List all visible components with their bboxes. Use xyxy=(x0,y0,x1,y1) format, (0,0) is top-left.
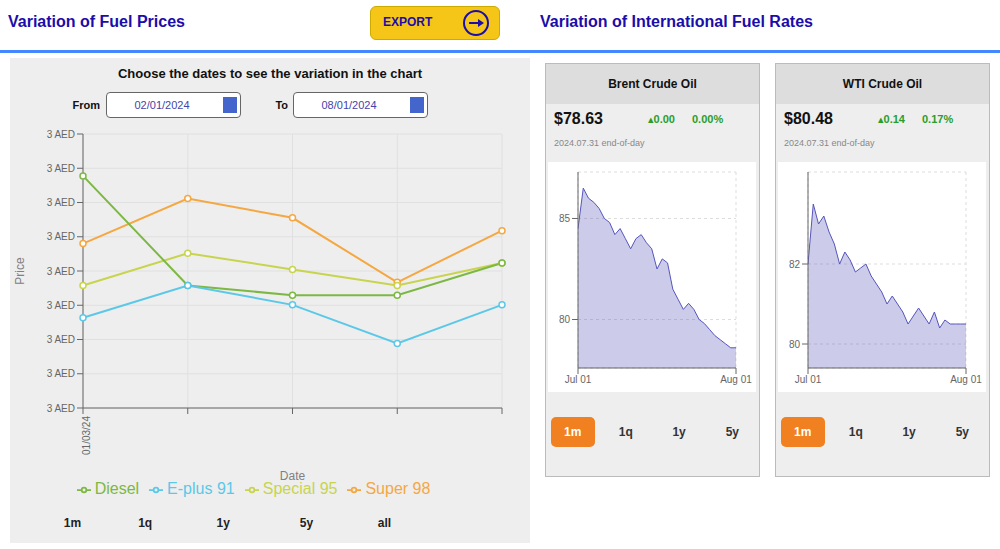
svg-text:3 AED: 3 AED xyxy=(47,368,75,379)
svg-text:3 AED: 3 AED xyxy=(47,231,75,242)
html-text:▴0.00: ▴0.00 xyxy=(648,113,675,125)
html-text:02/01/2024: 02/01/2024 xyxy=(134,99,190,111)
svg-text:3 AED: 3 AED xyxy=(47,129,75,140)
svg-text:3 AED: 3 AED xyxy=(47,266,75,277)
svg-text:Price: Price xyxy=(13,257,27,285)
html-text:0.17%: 0.17% xyxy=(922,113,954,125)
svg-text:3 AED: 3 AED xyxy=(47,163,75,174)
html-text:1q: 1q xyxy=(138,516,153,530)
html-text:Super 98: Super 98 xyxy=(365,480,431,497)
html-text:5y: 5y xyxy=(725,425,739,439)
svg-text:80: 80 xyxy=(789,339,801,350)
html-text:2024.07.31 end-of-day: 2024.07.31 end-of-day xyxy=(784,138,875,148)
html-text:Variation of Fuel Prices: Variation of Fuel Prices xyxy=(8,13,185,30)
svg-text:Aug 01: Aug 01 xyxy=(720,374,752,385)
html-text:Choose the dates to see the va: Choose the dates to see the variation in… xyxy=(117,66,423,81)
html-text:1q: 1q xyxy=(618,425,633,439)
html-text:1m: 1m xyxy=(63,516,82,530)
svg-text:85: 85 xyxy=(559,213,571,224)
html-text:5y: 5y xyxy=(299,516,314,530)
svg-text:Jul 01: Jul 01 xyxy=(795,374,822,385)
svg-text:Date: Date xyxy=(280,469,306,483)
html-text:$80.48: $80.48 xyxy=(784,110,833,127)
html-text:Brent Crude Oil: Brent Crude Oil xyxy=(608,77,697,91)
html-text:1y: 1y xyxy=(672,425,686,439)
html-text:$78.63: $78.63 xyxy=(554,110,603,127)
svg-text:Aug 01: Aug 01 xyxy=(950,374,982,385)
html-text:1y: 1y xyxy=(216,516,230,530)
html-text:From: From xyxy=(72,99,100,111)
svg-text:Jul 01: Jul 01 xyxy=(565,374,592,385)
svg-text:80: 80 xyxy=(559,314,571,325)
svg-text:3 AED: 3 AED xyxy=(47,334,75,345)
html-text:1m: 1m xyxy=(794,425,812,439)
svg-text:82: 82 xyxy=(789,259,801,270)
html-text:Diesel: Diesel xyxy=(94,480,140,497)
html-text:2024.07.31 end-of-day: 2024.07.31 end-of-day xyxy=(554,138,645,148)
html-text:To: To xyxy=(275,99,288,111)
html-text:5y: 5y xyxy=(955,425,969,439)
svg-text:01/03/24: 01/03/24 xyxy=(81,416,92,455)
html-text:1q: 1q xyxy=(848,425,863,439)
html-text:Special 95: Special 95 xyxy=(262,480,338,497)
svg-text:3 AED: 3 AED xyxy=(47,300,75,311)
html-text:0.00%: 0.00% xyxy=(692,113,724,125)
html-text:1m: 1m xyxy=(564,425,582,439)
html-text:all: all xyxy=(377,516,392,530)
html-text:08/01/2024: 08/01/2024 xyxy=(321,99,377,111)
html-text:▴0.14: ▴0.14 xyxy=(878,113,905,125)
html-text:EXPORT: EXPORT xyxy=(383,15,433,29)
html-text:1y: 1y xyxy=(902,425,916,439)
svg-text:3 AED: 3 AED xyxy=(47,197,75,208)
html-text:WTI Crude Oil: WTI Crude Oil xyxy=(842,77,923,91)
svg-text:3 AED: 3 AED xyxy=(47,403,75,414)
html-text:E-plus 91: E-plus 91 xyxy=(167,480,235,497)
html-text:Variation of International Fue: Variation of International Fuel Rates xyxy=(540,13,813,30)
